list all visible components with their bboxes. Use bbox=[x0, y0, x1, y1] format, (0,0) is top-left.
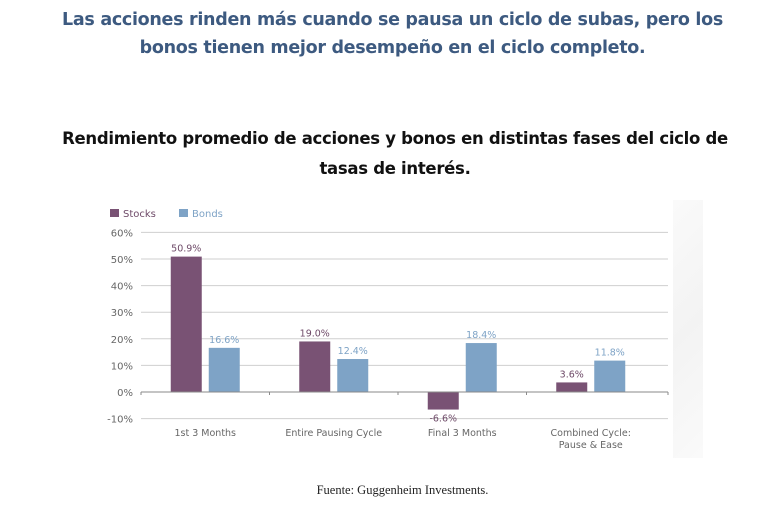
bars: 50.9% 16.6% 19.0% 12.4% -6.6% 18.4% 3.6% 11.8% bbox=[170, 244, 626, 425]
gridlines bbox=[141, 231, 668, 420]
source-note: Fuente: Guggenheim Investments. bbox=[316, 483, 489, 497]
legend-swatch-bonds bbox=[179, 209, 188, 217]
headline: Las acciones rinden más cuando se pausa … bbox=[62, 10, 723, 58]
data-label-stocks-2: -6.6% bbox=[429, 414, 457, 425]
data-label-stocks-0: 50.9% bbox=[171, 244, 201, 255]
x-tick-label: Combined Cycle: bbox=[551, 428, 631, 439]
y-tick-label: 0% bbox=[117, 388, 133, 399]
legend: Stocks Bonds bbox=[110, 209, 223, 220]
x-tick-label: Pause & Ease bbox=[559, 440, 623, 451]
x-tick-label: Entire Pausing Cycle bbox=[285, 428, 382, 439]
data-label-bonds-0: 16.6% bbox=[209, 335, 239, 346]
x-axis bbox=[140, 391, 669, 395]
y-tick-label: 20% bbox=[111, 335, 133, 346]
bar-bonds-1 bbox=[337, 359, 369, 392]
bar-stocks-3 bbox=[556, 382, 588, 392]
legend-swatch-stocks bbox=[110, 209, 119, 217]
y-tick-label: 50% bbox=[111, 255, 133, 266]
data-label-stocks-3: 3.6% bbox=[560, 369, 584, 380]
x-tick-label: 1st 3 Months bbox=[174, 428, 236, 439]
legend-label-bonds: Bonds bbox=[192, 209, 223, 220]
data-label-bonds-1: 12.4% bbox=[338, 346, 368, 357]
y-tick-label: 30% bbox=[111, 308, 133, 319]
bar-stocks-0 bbox=[170, 256, 202, 392]
bar-stocks-2 bbox=[427, 392, 459, 410]
y-tick-label: 60% bbox=[111, 228, 133, 239]
bar-bonds-2 bbox=[465, 343, 497, 392]
panel-shade bbox=[673, 200, 703, 458]
y-axis-ticks: 60% 50% 40% 30% 20% 10% 0% -10% bbox=[107, 228, 133, 425]
bar-stocks-1 bbox=[299, 341, 331, 392]
chart-subtitle: Rendimiento promedio de acciones y bonos… bbox=[62, 129, 728, 178]
x-axis-labels: 1st 3 Months Entire Pausing Cycle Final 3 … bbox=[174, 428, 630, 451]
x-tick-label: Final 3 Months bbox=[428, 428, 497, 439]
bar-bonds-3 bbox=[594, 360, 626, 392]
data-label-stocks-1: 19.0% bbox=[300, 328, 330, 339]
y-tick-label: 10% bbox=[111, 361, 133, 372]
y-tick-label: -10% bbox=[107, 415, 133, 426]
legend-label-stocks: Stocks bbox=[123, 209, 156, 220]
y-tick-label: 40% bbox=[111, 282, 133, 293]
data-label-bonds-3: 11.8% bbox=[595, 348, 625, 359]
data-label-bonds-2: 18.4% bbox=[466, 330, 496, 341]
bar-bonds-0 bbox=[208, 347, 240, 392]
